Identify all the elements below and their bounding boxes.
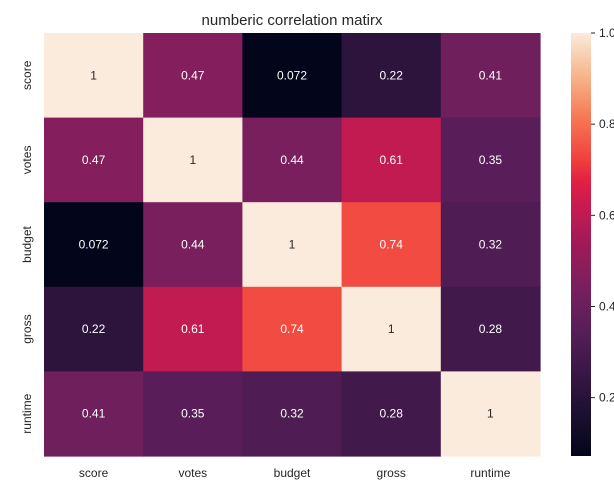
x-tick-label-budget: budget <box>274 466 311 480</box>
cell-value-label: 0.47 <box>181 68 205 82</box>
heatmap-cell-gross-runtime <box>440 286 541 372</box>
cell-value-label: 0.35 <box>479 153 503 167</box>
chart-title: numberic correlation matirx <box>202 12 383 29</box>
y-tick-label-votes: votes <box>20 146 34 175</box>
heatmap-cell-score-gross <box>341 33 442 119</box>
heatmap-cell-runtime-runtime <box>440 371 541 457</box>
colorbar: 0.2 0.4 0.6 0.8 1.0 <box>571 26 614 456</box>
cell-value-label: 0.28 <box>380 407 404 421</box>
cell-value-label: 0.44 <box>280 153 304 167</box>
cell-value-label: 0.74 <box>380 238 404 252</box>
colorbar-gradient <box>571 33 591 456</box>
cell-value-label: 1 <box>90 68 97 82</box>
y-tick-label-budget: budget <box>20 225 34 262</box>
heatmap-cell-gross-votes <box>143 286 243 372</box>
cell-value-label: 0.41 <box>82 407 106 421</box>
heatmap-cell-score-score <box>44 33 144 119</box>
heatmap-cell-score-votes <box>143 33 243 119</box>
x-axis-tick-labels: score votes budget gross runtime <box>79 466 511 480</box>
y-axis-tick-labels: score votes budget gross runtime <box>20 60 34 433</box>
cell-value-label: 0.41 <box>479 68 503 82</box>
heatmap-cell-gross-budget <box>242 286 343 372</box>
colorbar-tick-label: 0.2 <box>599 391 614 405</box>
y-tick-label-gross: gross <box>20 314 34 343</box>
colorbar-tick-label: 1.0 <box>599 26 614 40</box>
heatmap-cell-votes-budget <box>242 117 343 203</box>
colorbar-tick-label: 0.6 <box>599 208 614 222</box>
heatmap-cell-budget-votes <box>143 202 243 288</box>
heatmap-cell-budget-score <box>44 202 144 288</box>
cell-value-label: 0.28 <box>479 322 503 336</box>
heatmap-cell-runtime-score <box>44 371 144 457</box>
cell-value-label: 0.61 <box>181 322 205 336</box>
cell-value-label: 1 <box>289 238 296 252</box>
cell-value-label: 0.22 <box>82 322 106 336</box>
cell-value-label: 0.072 <box>79 238 109 252</box>
heatmap-cell-budget-budget <box>242 202 343 288</box>
cell-value-label: 1 <box>388 322 395 336</box>
heatmap-cell-score-runtime <box>440 33 541 119</box>
y-tick-label-score: score <box>20 60 34 90</box>
x-tick-label-votes: votes <box>178 466 207 480</box>
heatmap-cells: 1 0.47 0.072 0.22 0.41 0.47 1 0.44 0.61 0.35 0.072… <box>44 33 541 457</box>
heatmap-cell-score-budget <box>242 33 343 119</box>
x-tick-label-runtime: runtime <box>470 466 510 480</box>
cell-value-label: 0.32 <box>280 407 304 421</box>
heatmap-cell-gross-score <box>44 286 144 372</box>
cell-value-label: 0.61 <box>380 153 404 167</box>
heatmap-cell-gross-gross <box>341 286 442 372</box>
heatmap-cell-votes-runtime <box>440 117 541 203</box>
cell-value-label: 1 <box>487 407 494 421</box>
cell-value-label: 0.44 <box>181 238 205 252</box>
colorbar-tick-label: 0.8 <box>599 117 614 131</box>
cell-value-label: 0.47 <box>82 153 106 167</box>
x-tick-label-score: score <box>79 466 109 480</box>
colorbar-tick-label: 0.4 <box>599 299 614 313</box>
heatmap-cell-budget-gross <box>341 202 442 288</box>
cell-value-label: 1 <box>189 153 196 167</box>
heatmap-cell-votes-score <box>44 117 144 203</box>
heatmap-cell-runtime-votes <box>143 371 243 457</box>
y-tick-label-runtime: runtime <box>20 393 34 433</box>
cell-value-label: 0.35 <box>181 407 205 421</box>
heatmap-cell-votes-gross <box>341 117 442 203</box>
heatmap-cell-votes-votes <box>143 117 243 203</box>
x-tick-label-gross: gross <box>377 466 406 480</box>
heatmap-cell-runtime-gross <box>341 371 442 457</box>
heatmap-cell-budget-runtime <box>440 202 541 288</box>
heatmap-cell-runtime-budget <box>242 371 343 457</box>
cell-value-label: 0.74 <box>280 322 304 336</box>
cell-value-label: 0.22 <box>380 68 404 82</box>
cell-value-label: 0.072 <box>277 68 307 82</box>
cell-value-label: 0.32 <box>479 238 503 252</box>
